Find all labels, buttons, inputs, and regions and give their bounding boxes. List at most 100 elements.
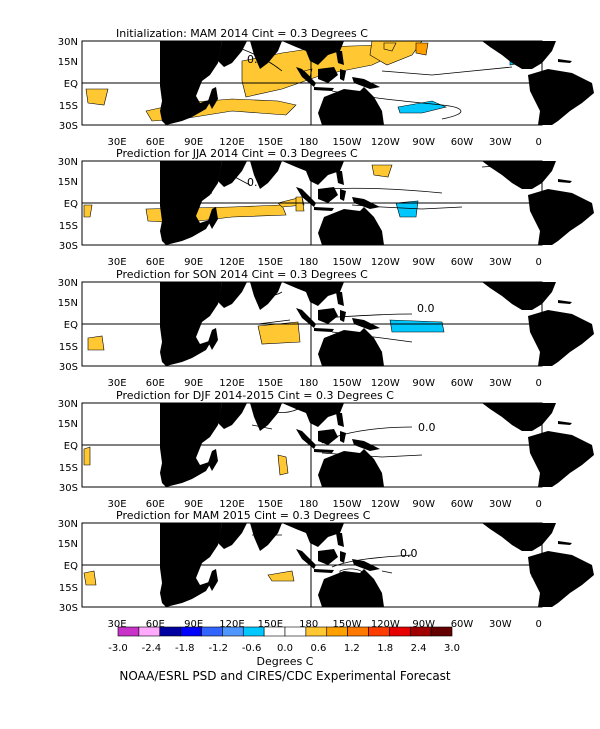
lon-label: 150W	[333, 378, 362, 389]
map-panel-4: 0.0	[81, 402, 600, 488]
colorbar-tick-label: -2.4	[142, 643, 162, 654]
anomaly-region	[415, 42, 429, 56]
anomaly-region	[83, 570, 97, 586]
lon-label: 0	[535, 137, 541, 148]
colorbar-swatch	[389, 626, 411, 637]
lat-label: 30S	[59, 362, 78, 373]
lat-label: 15S	[59, 221, 78, 232]
lon-label: 60W	[451, 619, 474, 630]
lon-label: 30E	[107, 499, 126, 510]
panel-title: Initialization: MAM 2014 Cint = 0.3 Degr…	[116, 27, 368, 40]
anomaly-region	[295, 196, 305, 212]
colorbar-swatch	[284, 626, 307, 637]
lon-label: 180	[299, 619, 318, 630]
colorbar-tick-label: -1.2	[208, 643, 228, 654]
colorbar-tick-label: 3.0	[444, 643, 460, 654]
contour-label: 0.0	[417, 302, 435, 315]
colorbar-tick-label: -3.0	[108, 643, 128, 654]
lon-label: 120E	[219, 378, 244, 389]
lon-label: 150W	[333, 619, 362, 630]
lon-label: 120E	[219, 257, 244, 268]
panel-title: Prediction for MAM 2015 Cint = 0.3 Degre…	[116, 509, 371, 522]
lon-label: 30W	[489, 137, 512, 148]
anomaly-region	[277, 454, 289, 476]
colorbar-tick-label: -1.8	[175, 643, 195, 654]
lat-label: EQ	[64, 79, 78, 90]
lat-label: 15N	[58, 539, 78, 550]
colorbar-swatch	[263, 626, 286, 637]
lon-label: 0	[535, 499, 541, 510]
lat-label: 15N	[58, 298, 78, 309]
lon-label: 180	[299, 378, 318, 389]
lon-label: 30W	[489, 499, 512, 510]
colorbar-unit-label: Degrees C	[257, 655, 314, 668]
lon-label: 30E	[107, 137, 126, 148]
anomaly-region	[257, 321, 301, 345]
colorbar-swatch	[117, 626, 140, 637]
lon-label: 180	[299, 137, 318, 148]
anomaly-region	[267, 570, 295, 582]
map-panel-1: 0.0	[81, 40, 600, 126]
anomaly-region	[85, 88, 109, 106]
anomaly-region	[87, 335, 105, 351]
lat-label: 30S	[59, 241, 78, 252]
lon-label: 30W	[489, 257, 512, 268]
lon-label: 0	[535, 257, 541, 268]
footer-credit: NOAA/ESRL PSD and CIRES/CDC Experimental…	[119, 669, 451, 683]
lon-label: 90W	[412, 499, 435, 510]
lat-label: 30N	[58, 399, 78, 410]
lon-label: 60E	[146, 619, 165, 630]
lon-label: 150W	[333, 137, 362, 148]
lat-label: EQ	[64, 561, 78, 572]
colorbar-tick-label: 1.8	[377, 643, 393, 654]
map-panel-3: 0.0	[81, 281, 600, 367]
lon-label: 90E	[184, 499, 203, 510]
lon-label: 150E	[258, 499, 283, 510]
lon-label: 90E	[184, 137, 203, 148]
lat-label: 15S	[59, 583, 78, 594]
anomaly-region	[389, 319, 445, 333]
colorbar-swatch	[159, 626, 181, 637]
lat-label: 15S	[59, 342, 78, 353]
map-frame	[81, 281, 543, 367]
lon-label: 90W	[412, 137, 435, 148]
lon-label: 30E	[107, 378, 126, 389]
lon-label: 90W	[412, 619, 435, 630]
lon-label: 120W	[371, 378, 400, 389]
lon-label: 60E	[146, 378, 165, 389]
lon-label: 120W	[371, 137, 400, 148]
lat-label: 15N	[58, 419, 78, 430]
contour-label: 0.0	[400, 547, 418, 560]
lon-label: 60W	[451, 499, 474, 510]
lon-label: 90E	[184, 378, 203, 389]
lon-label: 150E	[258, 378, 283, 389]
contour-label: 0.0	[418, 421, 436, 434]
colorbar-swatch	[201, 626, 223, 637]
lat-label: 30S	[59, 121, 78, 132]
map-panel-5: 0.0	[81, 522, 600, 608]
lon-label: 60W	[451, 137, 474, 148]
anomaly-region	[83, 446, 91, 466]
lat-label: 15N	[58, 177, 78, 188]
lon-label: 120E	[219, 137, 244, 148]
lat-label: 15N	[58, 57, 78, 68]
colorbar-tick-label: 2.4	[411, 643, 427, 654]
lon-label: 60E	[146, 499, 165, 510]
map-frame	[81, 402, 543, 488]
panel-title: Prediction for DJF 2014-2015 Cint = 0.3 …	[116, 389, 394, 402]
lat-label: 30S	[59, 483, 78, 494]
colorbar-tick-label: 1.2	[344, 643, 360, 654]
lat-label: 15S	[59, 463, 78, 474]
colorbar-swatch	[347, 626, 369, 637]
colorbar-tick-label: 0.0	[277, 643, 293, 654]
colorbar-swatch	[430, 626, 453, 637]
lon-label: 150E	[258, 137, 283, 148]
colorbar-tick-label: 0.6	[310, 643, 326, 654]
colorbar-swatch	[326, 626, 348, 637]
lat-label: EQ	[64, 199, 78, 210]
anomaly-region	[395, 200, 419, 218]
lon-label: 0	[535, 619, 541, 630]
lon-label: 60E	[146, 257, 165, 268]
zero-contour-line	[381, 570, 393, 574]
